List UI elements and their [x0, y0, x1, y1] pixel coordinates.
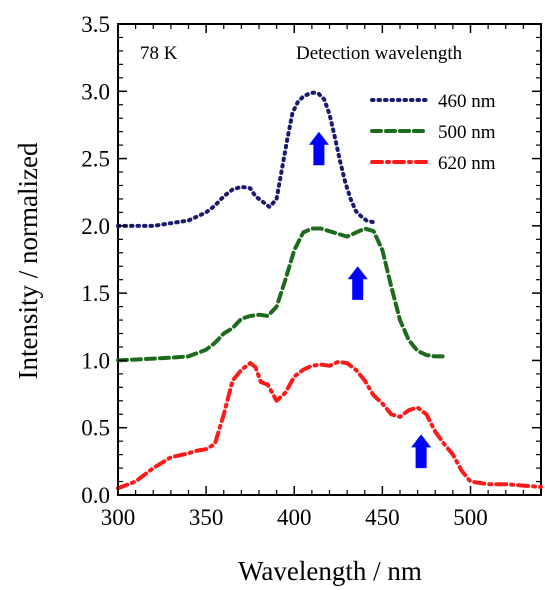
y-axis-title: Intensity / normalized — [13, 142, 43, 379]
y-tick-label: 0.0 — [81, 483, 110, 508]
x-axis-title: Wavelength / nm — [238, 556, 422, 586]
y-tick-label: 0.5 — [81, 416, 110, 441]
legend-label: 460 nm — [438, 91, 496, 112]
legend: 460 nm 500 nm 620 nm — [370, 91, 496, 174]
x-tick-label: 350 — [189, 505, 224, 530]
y-tick-label: 1.5 — [81, 281, 110, 306]
up-arrow-icon — [411, 434, 432, 469]
legend-label: 500 nm — [438, 122, 496, 143]
x-tick-label: 500 — [453, 505, 488, 530]
x-tick-label: 450 — [365, 505, 400, 530]
series-line-2 — [116, 359, 543, 491]
series-line-1 — [116, 226, 447, 363]
arrow-layer — [308, 131, 432, 469]
y-tick-label: 3.5 — [81, 12, 110, 37]
temperature-label: 78 K — [140, 43, 178, 64]
y-tick-label: 1.0 — [81, 348, 110, 373]
up-arrow-icon — [308, 131, 329, 166]
y-tick-label: 2.0 — [81, 214, 110, 239]
axis-ticks: 300 350 400 450 500 0.0 0.5 1.0 1.5 2.0 2.5 3.0 3.5 — [81, 12, 541, 530]
y-tick-label: 3.0 — [81, 79, 110, 104]
x-tick-label: 400 — [277, 505, 312, 530]
x-tick-label: 300 — [101, 505, 136, 530]
series-line-0 — [116, 90, 380, 228]
legend-title: Detection wavelength — [296, 43, 463, 64]
legend-label: 620 nm — [438, 153, 496, 174]
y-tick-label: 2.5 — [81, 147, 110, 172]
up-arrow-icon — [347, 266, 368, 300]
series-layer — [116, 90, 543, 491]
